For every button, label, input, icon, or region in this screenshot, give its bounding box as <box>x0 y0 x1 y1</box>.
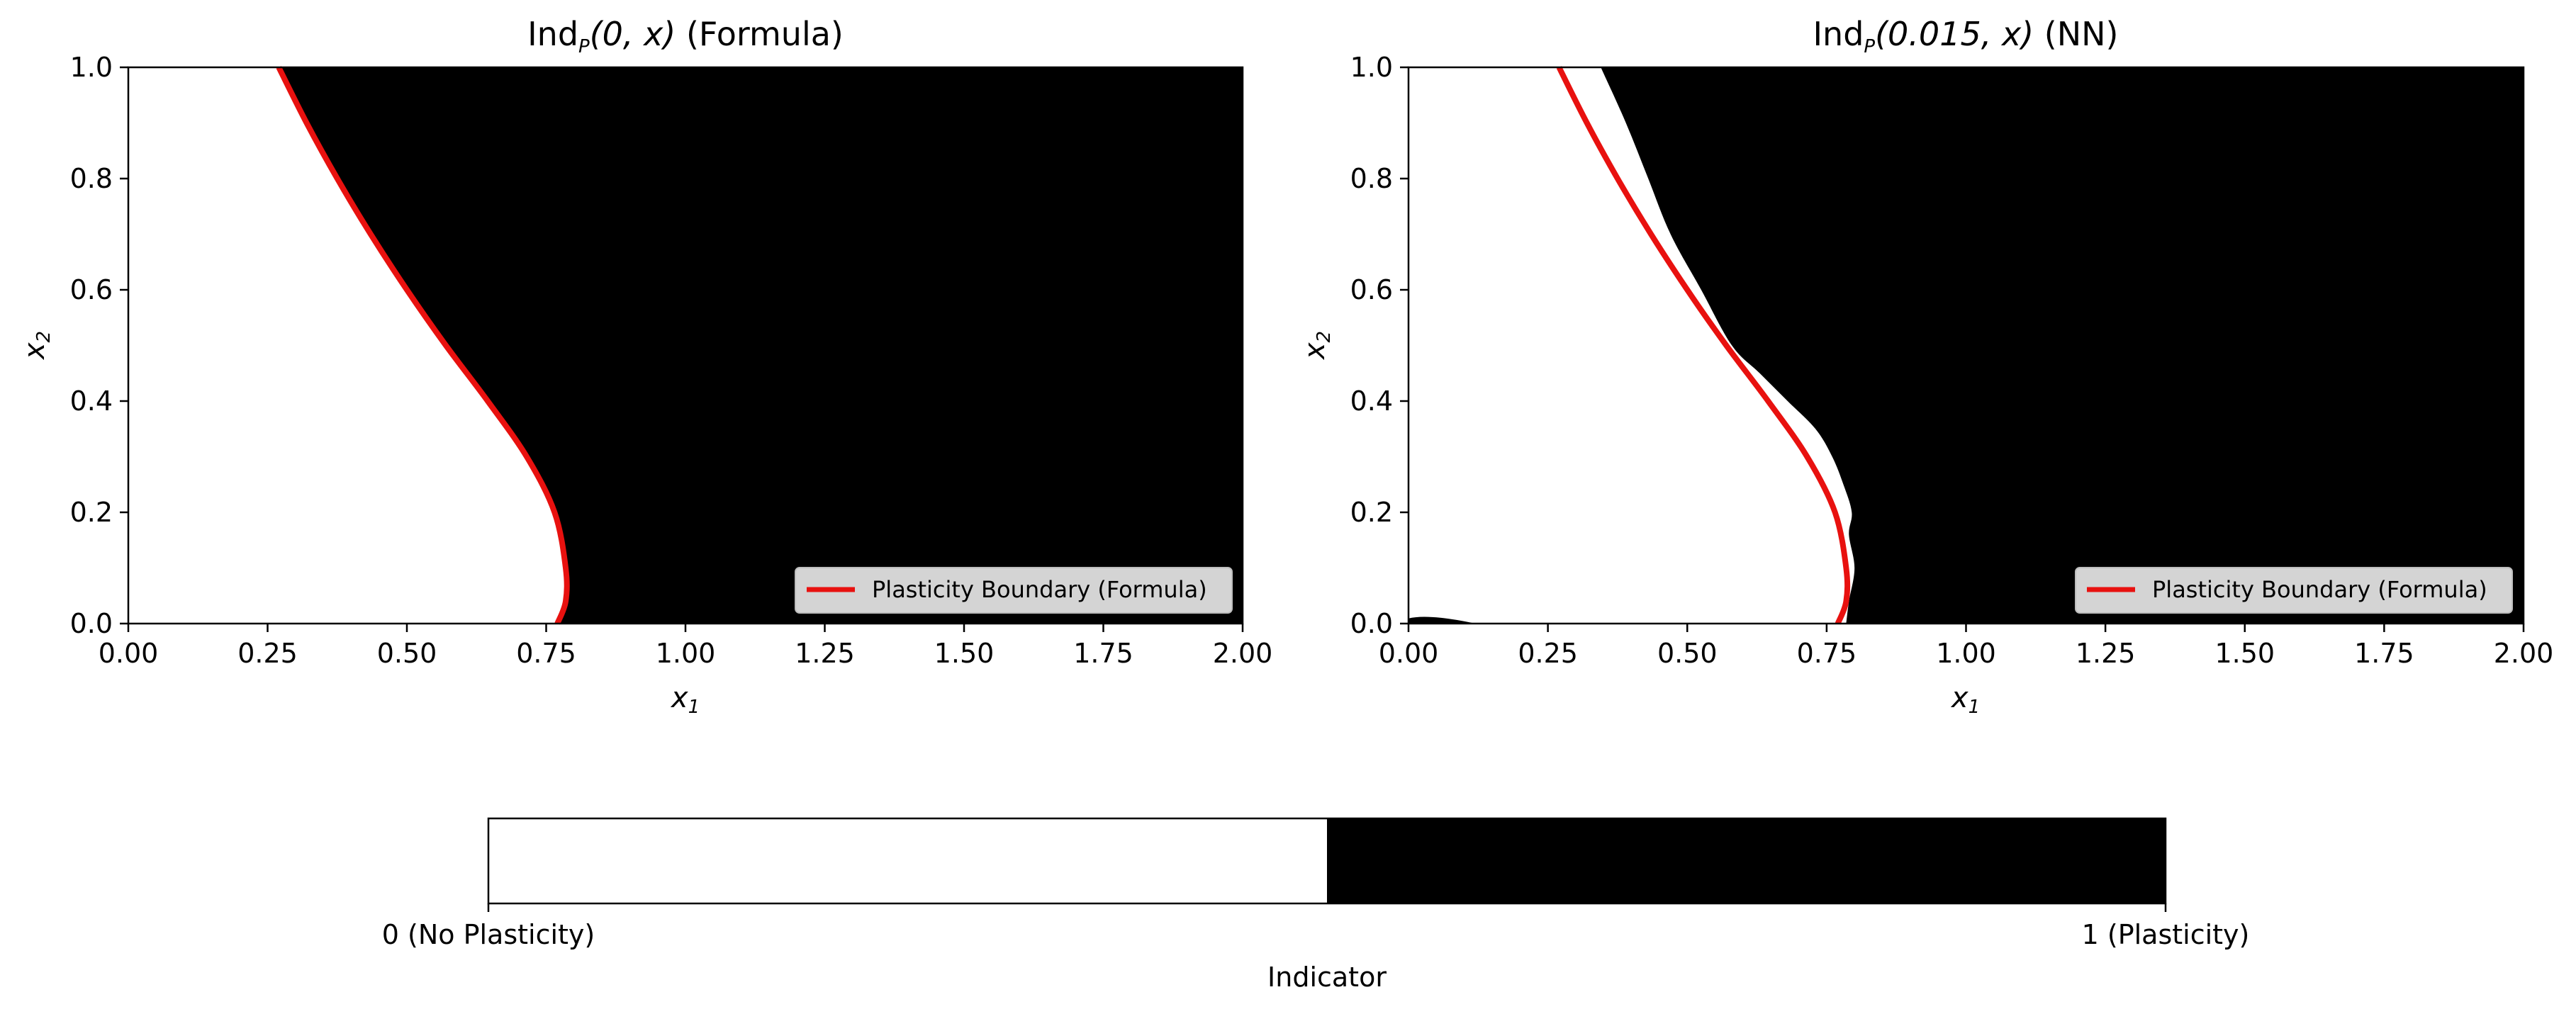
y-axis-ticks: 0.0 0.2 0.4 0.6 0.8 1.0 <box>70 52 128 639</box>
x-tick-label: 0.75 <box>1797 638 1857 669</box>
plasticity-boundary-line <box>1556 66 1851 625</box>
panel-nn: IndP(0.015, x) (NN) 0.00 0.25 0.50 0.75 1.00… <box>1299 15 2553 718</box>
nn-artifact-region <box>1409 616 1476 624</box>
colorbar-tick-label-1: 1 (Plasticity) <box>2082 919 2250 950</box>
plastic-region <box>1601 67 2524 624</box>
x-tick-label: 1.75 <box>1073 638 1133 669</box>
x-tick-label: 0.50 <box>1657 638 1718 669</box>
y-tick-label: 0.0 <box>70 608 113 639</box>
x-axis-label: x1 <box>1950 682 1980 718</box>
x-tick-label: 1.00 <box>656 638 716 669</box>
y-tick-label: 0.0 <box>1350 608 1393 639</box>
y-tick-label: 0.8 <box>1350 163 1393 194</box>
x-tick-label: 0.50 <box>377 638 437 669</box>
x-axis-ticks: 0.00 0.25 0.50 0.75 1.00 1.25 1.50 1.75 2.00 <box>99 624 1273 669</box>
y-tick-label: 0.2 <box>1350 497 1393 528</box>
legend: Plasticity Boundary (Formula) <box>2075 567 2513 614</box>
panel-title: IndP(0, x) (Formula) <box>527 15 844 57</box>
x-tick-label: 1.50 <box>934 638 995 669</box>
legend: Plasticity Boundary (Formula) <box>795 567 1233 614</box>
y-tick-label: 0.8 <box>70 163 113 194</box>
x-tick-label: 1.00 <box>1936 638 1996 669</box>
x-tick-label: 0.25 <box>1518 638 1578 669</box>
colorbar-segment-plasticity <box>1327 818 2166 903</box>
y-tick-label: 0.6 <box>1350 274 1393 305</box>
x-tick-label: 1.25 <box>795 638 855 669</box>
y-tick-label: 0.4 <box>70 385 113 417</box>
plastic-region <box>279 67 1243 624</box>
plot-area <box>127 66 1244 625</box>
colorbar-label: Indicator <box>1267 962 1387 993</box>
x-tick-label: 0.00 <box>99 638 159 669</box>
colorbar-tick-label-0: 0 (No Plasticity) <box>382 919 595 950</box>
x-axis-label: x1 <box>670 682 700 718</box>
x-tick-label: 1.50 <box>2214 638 2275 669</box>
x-tick-label: 2.00 <box>2494 638 2554 669</box>
x-tick-label: 0.25 <box>237 638 298 669</box>
plasticity-boundary-line <box>276 66 570 625</box>
y-tick-label: 1.0 <box>70 52 113 83</box>
x-axis-ticks: 0.00 0.25 0.50 0.75 1.00 1.25 1.50 1.75 2.00 <box>1379 624 2554 669</box>
x-tick-label: 1.75 <box>2354 638 2414 669</box>
colorbar: 0 (No Plasticity) 1 (Plasticity) Indicat… <box>382 817 2250 993</box>
y-tick-label: 0.6 <box>70 274 113 305</box>
x-tick-label: 2.00 <box>1213 638 1273 669</box>
y-axis-label: x2 <box>1299 331 1335 361</box>
y-axis-ticks: 0.0 0.2 0.4 0.6 0.8 1.0 <box>1350 52 1409 639</box>
colorbar-segment-no-plasticity <box>488 818 1327 903</box>
y-tick-label: 1.0 <box>1350 52 1393 83</box>
plot-area <box>1407 66 2525 625</box>
legend-label: Plasticity Boundary (Formula) <box>872 576 1207 603</box>
legend-label: Plasticity Boundary (Formula) <box>2152 576 2487 603</box>
y-axis-label: x2 <box>18 331 55 361</box>
y-tick-label: 0.4 <box>1350 385 1393 417</box>
x-tick-label: 1.25 <box>2076 638 2136 669</box>
x-tick-label: 0.00 <box>1379 638 1439 669</box>
panel-title: IndP(0.015, x) (NN) <box>1813 15 2118 57</box>
x-tick-label: 0.75 <box>516 638 576 669</box>
y-tick-label: 0.2 <box>70 497 113 528</box>
panel-formula: IndP(0, x) (Formula) 0.00 0.25 0.50 0.75 1.0… <box>18 15 1272 718</box>
